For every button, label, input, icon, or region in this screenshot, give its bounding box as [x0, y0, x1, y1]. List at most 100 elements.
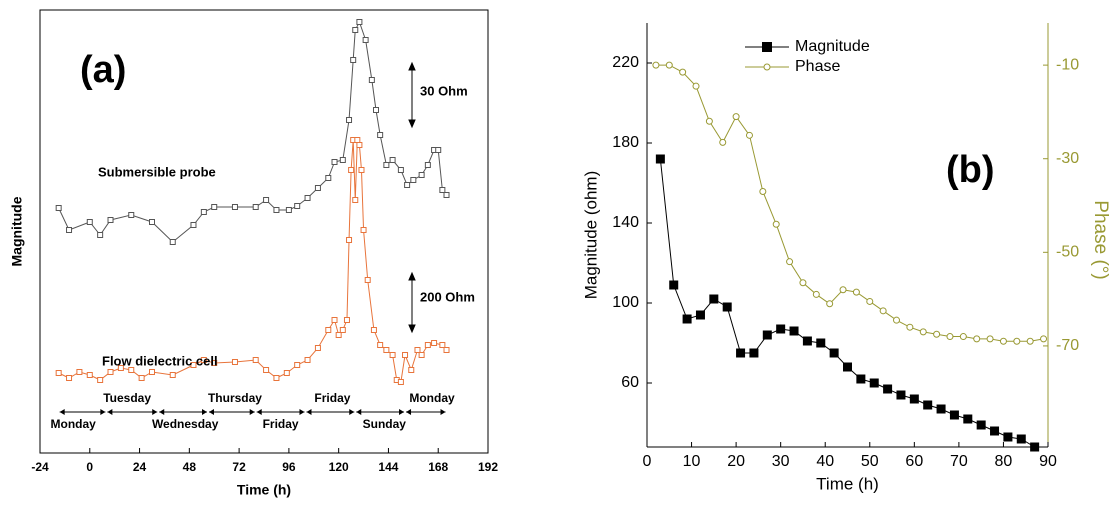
marker [356, 142, 363, 148]
series-label: Submersible probe [98, 164, 216, 179]
marker [826, 300, 834, 308]
marker [749, 348, 759, 358]
marker [404, 182, 411, 188]
marker [772, 220, 780, 228]
panel-label: (b) [946, 149, 995, 191]
marker [1003, 432, 1013, 442]
marker [339, 157, 346, 163]
marker [893, 316, 901, 324]
marker [759, 187, 767, 195]
marker [1026, 337, 1034, 345]
marker [879, 307, 887, 315]
marker [802, 336, 812, 346]
series-label: Flow dielectric cell [102, 353, 218, 368]
marker [829, 348, 839, 358]
marker [986, 335, 994, 343]
marker [883, 384, 893, 394]
marker [906, 323, 914, 331]
x-tick-label: 20 [727, 453, 745, 470]
marker [410, 177, 417, 183]
marker [389, 157, 396, 163]
marker [346, 117, 353, 123]
marker [304, 195, 311, 201]
panel-label: (a) [80, 49, 126, 91]
x-tick-label: 0 [86, 460, 93, 474]
legend-marker [762, 42, 772, 52]
marker [682, 314, 692, 324]
panel: 0 10 20 30 40 50 60 70 80 90 60 100 140 180 220 -70 -50 -… [581, 38, 1111, 493]
marker [435, 147, 442, 153]
marker [325, 175, 332, 181]
marker [128, 367, 135, 373]
marker [200, 209, 207, 215]
marker [362, 37, 369, 43]
marker [335, 332, 342, 338]
y-tick-label: 180 [612, 134, 639, 151]
marker [402, 352, 409, 358]
marker [709, 294, 719, 304]
marker [377, 132, 384, 138]
marker [1013, 337, 1021, 345]
marker [294, 203, 301, 209]
marker [190, 222, 197, 228]
marker [331, 159, 338, 165]
marker [350, 57, 357, 63]
x-tick-label: 10 [683, 453, 701, 470]
marker [370, 327, 377, 333]
marker [66, 227, 73, 233]
marker [443, 347, 450, 353]
legend-label: Phase [795, 58, 840, 75]
arrow-head [306, 409, 355, 415]
marker [285, 207, 292, 213]
marker [55, 205, 62, 211]
x-axis-label: Time (h) [816, 474, 879, 493]
x-tick-label: 168 [428, 460, 448, 474]
x-tick-label: 80 [995, 453, 1013, 470]
marker [762, 330, 772, 340]
marker [655, 154, 665, 164]
marker [665, 61, 673, 69]
marker [128, 212, 135, 218]
x-tick-label: 70 [950, 453, 968, 470]
marker [190, 362, 197, 368]
marker [789, 326, 799, 336]
marker [719, 138, 727, 146]
marker [364, 277, 371, 283]
marker [97, 232, 104, 238]
marker [424, 162, 431, 168]
marker [383, 162, 390, 168]
marker [669, 280, 679, 290]
x-tick-label: 120 [329, 460, 349, 474]
marker [424, 342, 431, 348]
marker [331, 317, 338, 323]
x-tick-label: 48 [183, 460, 197, 474]
arrow-head [356, 409, 405, 415]
x-axis-label: Time (h) [237, 482, 291, 498]
day-label: Thursday [208, 391, 262, 405]
marker [373, 107, 379, 113]
marker [431, 340, 438, 346]
arrow-head [209, 409, 255, 415]
marker [304, 357, 311, 363]
marker [999, 337, 1007, 345]
y-tick-label: 60 [621, 374, 639, 391]
x-tick-label: 50 [861, 453, 879, 470]
marker [909, 394, 919, 404]
marker [418, 352, 425, 358]
marker [679, 68, 687, 76]
marker [66, 375, 73, 381]
marker [722, 302, 732, 312]
marker [949, 410, 959, 420]
y2-tick-label: -30 [1056, 150, 1079, 167]
marker [352, 197, 359, 203]
x-tick-label: 24 [133, 460, 147, 474]
marker [107, 217, 114, 223]
marker [732, 113, 740, 121]
marker [377, 342, 384, 348]
x-tick-label: 144 [378, 460, 398, 474]
marker [343, 317, 350, 323]
marker [776, 324, 786, 334]
scale-label: 200 Ohm [420, 289, 475, 304]
marker [200, 357, 207, 363]
